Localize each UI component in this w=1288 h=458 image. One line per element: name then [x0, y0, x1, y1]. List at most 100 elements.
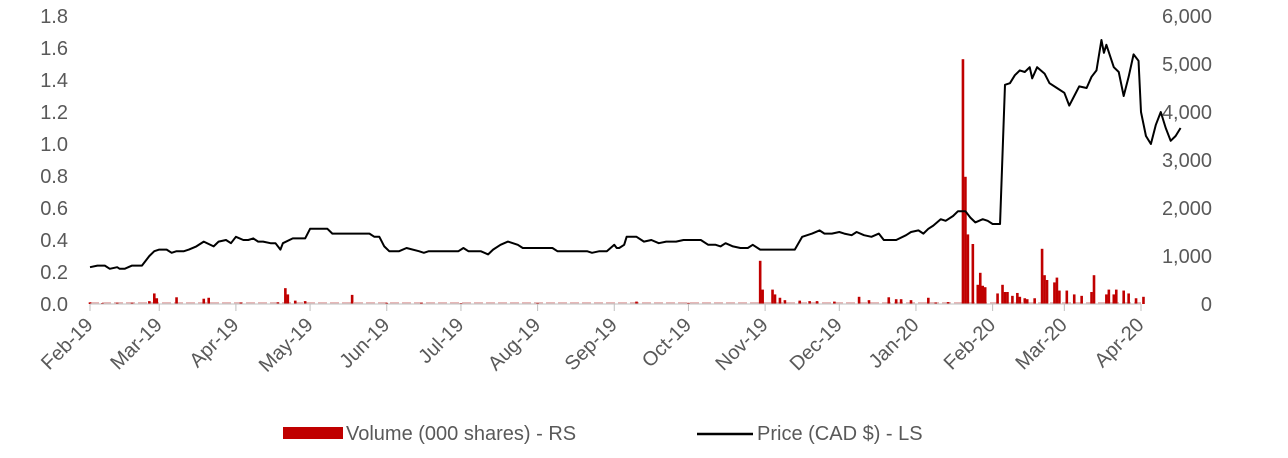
right-axis-tick-label: 0	[1201, 294, 1212, 316]
volume-bar	[1040, 248, 1044, 304]
volume-bar	[771, 289, 774, 304]
price-line	[89, 39, 1182, 270]
left-axis-tick-label: 0.8	[40, 166, 68, 188]
volume-bar	[976, 284, 980, 304]
volume-bar	[1033, 298, 1036, 304]
x-axis-tick-label: May-19	[255, 314, 318, 377]
volume-bar	[276, 302, 280, 304]
volume-bar	[1107, 289, 1111, 304]
left-axis-tick-label: 0.4	[40, 230, 68, 252]
volume-bar	[293, 300, 297, 304]
legend-price-label: Price (CAD $) - LS	[757, 423, 923, 445]
volume-bar	[1090, 292, 1093, 304]
volume-bar	[1065, 290, 1069, 304]
price-series-line	[89, 39, 1182, 270]
axes: 0.0 0.2 0.4 0.6 0.8 1.0 1.2 1.4 1.6 1.8 0 1,000 2,00…	[37, 6, 1212, 377]
volume-bar	[148, 301, 151, 304]
volume-bar	[966, 234, 970, 304]
x-axis-tick-label: Sep-19	[561, 314, 622, 375]
x-axis-tick-label: Feb-20	[940, 314, 1000, 374]
volume-bar	[857, 296, 861, 304]
volume-bar	[833, 301, 836, 304]
volume-bar	[303, 301, 307, 304]
volume-bar	[867, 300, 871, 304]
volume-bar	[153, 293, 156, 304]
left-axis-tick-label: 0.2	[40, 262, 68, 284]
x-axis-tick-label: Apr-19	[185, 314, 243, 372]
left-axis-tick-label: 0.0	[40, 294, 68, 316]
volume-bar	[1023, 298, 1027, 304]
volume-bar	[961, 59, 965, 305]
volume-bar	[1080, 295, 1083, 304]
volume-bar	[927, 297, 930, 304]
x-axis-tick-label: Aug-19	[484, 314, 545, 375]
volume-bar	[385, 302, 389, 304]
volume-bar	[1003, 292, 1007, 304]
volume-bar	[1112, 294, 1116, 304]
volume-bar	[1043, 275, 1046, 304]
volume-bar	[946, 302, 950, 304]
volume-bar	[1006, 292, 1009, 304]
volume-bar	[934, 302, 938, 304]
volume-bar	[899, 299, 903, 304]
volume-bar	[1114, 289, 1118, 304]
volume-bar	[1122, 290, 1125, 304]
volume-bar	[1092, 275, 1096, 304]
x-axis-tick-label: Mar-20	[1011, 314, 1071, 374]
volume-bar	[88, 302, 92, 304]
x-axis-tick-label: Jan-20	[865, 314, 924, 373]
volume-bar	[1001, 284, 1004, 304]
volume-bar	[1025, 299, 1029, 304]
volume-bars	[88, 59, 1145, 305]
volume-bar	[284, 288, 287, 304]
x-axis-tick-label: Apr-20	[1091, 314, 1149, 372]
volume-bar	[981, 285, 985, 304]
volume-bar	[420, 302, 423, 304]
volume-bar	[758, 260, 762, 304]
left-axis-tick-label: 1.0	[40, 134, 68, 156]
volume-bar	[286, 294, 290, 304]
left-axis-tick-label: 0.6	[40, 198, 68, 220]
x-axis-tick-label: Jun-19	[336, 314, 395, 373]
x-axis-tick-label: Jul-19	[414, 314, 468, 368]
left-axis-tick-label: 1.6	[40, 38, 68, 60]
x-axis-tick-label: Nov-19	[711, 314, 772, 375]
volume-bar	[778, 297, 782, 304]
left-axis-tick-label: 1.4	[40, 70, 68, 92]
volume-bar	[239, 302, 243, 304]
legend-volume-label: Volume (000 shares) - RS	[346, 423, 576, 445]
volume-bar	[815, 301, 819, 304]
volume-bar	[808, 301, 811, 304]
volume-bar	[350, 294, 354, 304]
volume-bar	[971, 244, 975, 304]
volume-bar	[1058, 290, 1061, 304]
volume-bar	[1134, 298, 1138, 304]
volume-bar	[887, 297, 891, 304]
volume-bar	[798, 300, 802, 304]
right-axis-tick-label: 5,000	[1162, 54, 1212, 76]
volume-bar	[1105, 294, 1108, 304]
volume-bar	[130, 302, 134, 304]
volume-bar	[996, 293, 999, 304]
volume-bar	[155, 298, 159, 304]
x-axis-tick-label: Mar-19	[106, 314, 166, 374]
volume-bar	[115, 302, 119, 304]
x-axis-tick-label: Dec-19	[786, 314, 847, 375]
volume-bar	[635, 301, 638, 304]
volume-bar	[1055, 277, 1059, 304]
left-axis-tick-label: 1.2	[40, 102, 68, 124]
volume-bar	[978, 272, 982, 304]
volume-bar	[1045, 280, 1049, 304]
volume-bar	[1011, 295, 1014, 304]
volume-bar	[207, 297, 210, 304]
x-axis-tick-label: Feb-19	[37, 314, 97, 374]
volume-bar	[964, 176, 967, 304]
volume-bar	[773, 294, 777, 304]
volume-bar	[1016, 292, 1019, 304]
volume-bar	[909, 300, 913, 304]
volume-bar	[1018, 296, 1022, 304]
volume-bar	[175, 297, 178, 304]
volume-bar	[983, 287, 987, 304]
